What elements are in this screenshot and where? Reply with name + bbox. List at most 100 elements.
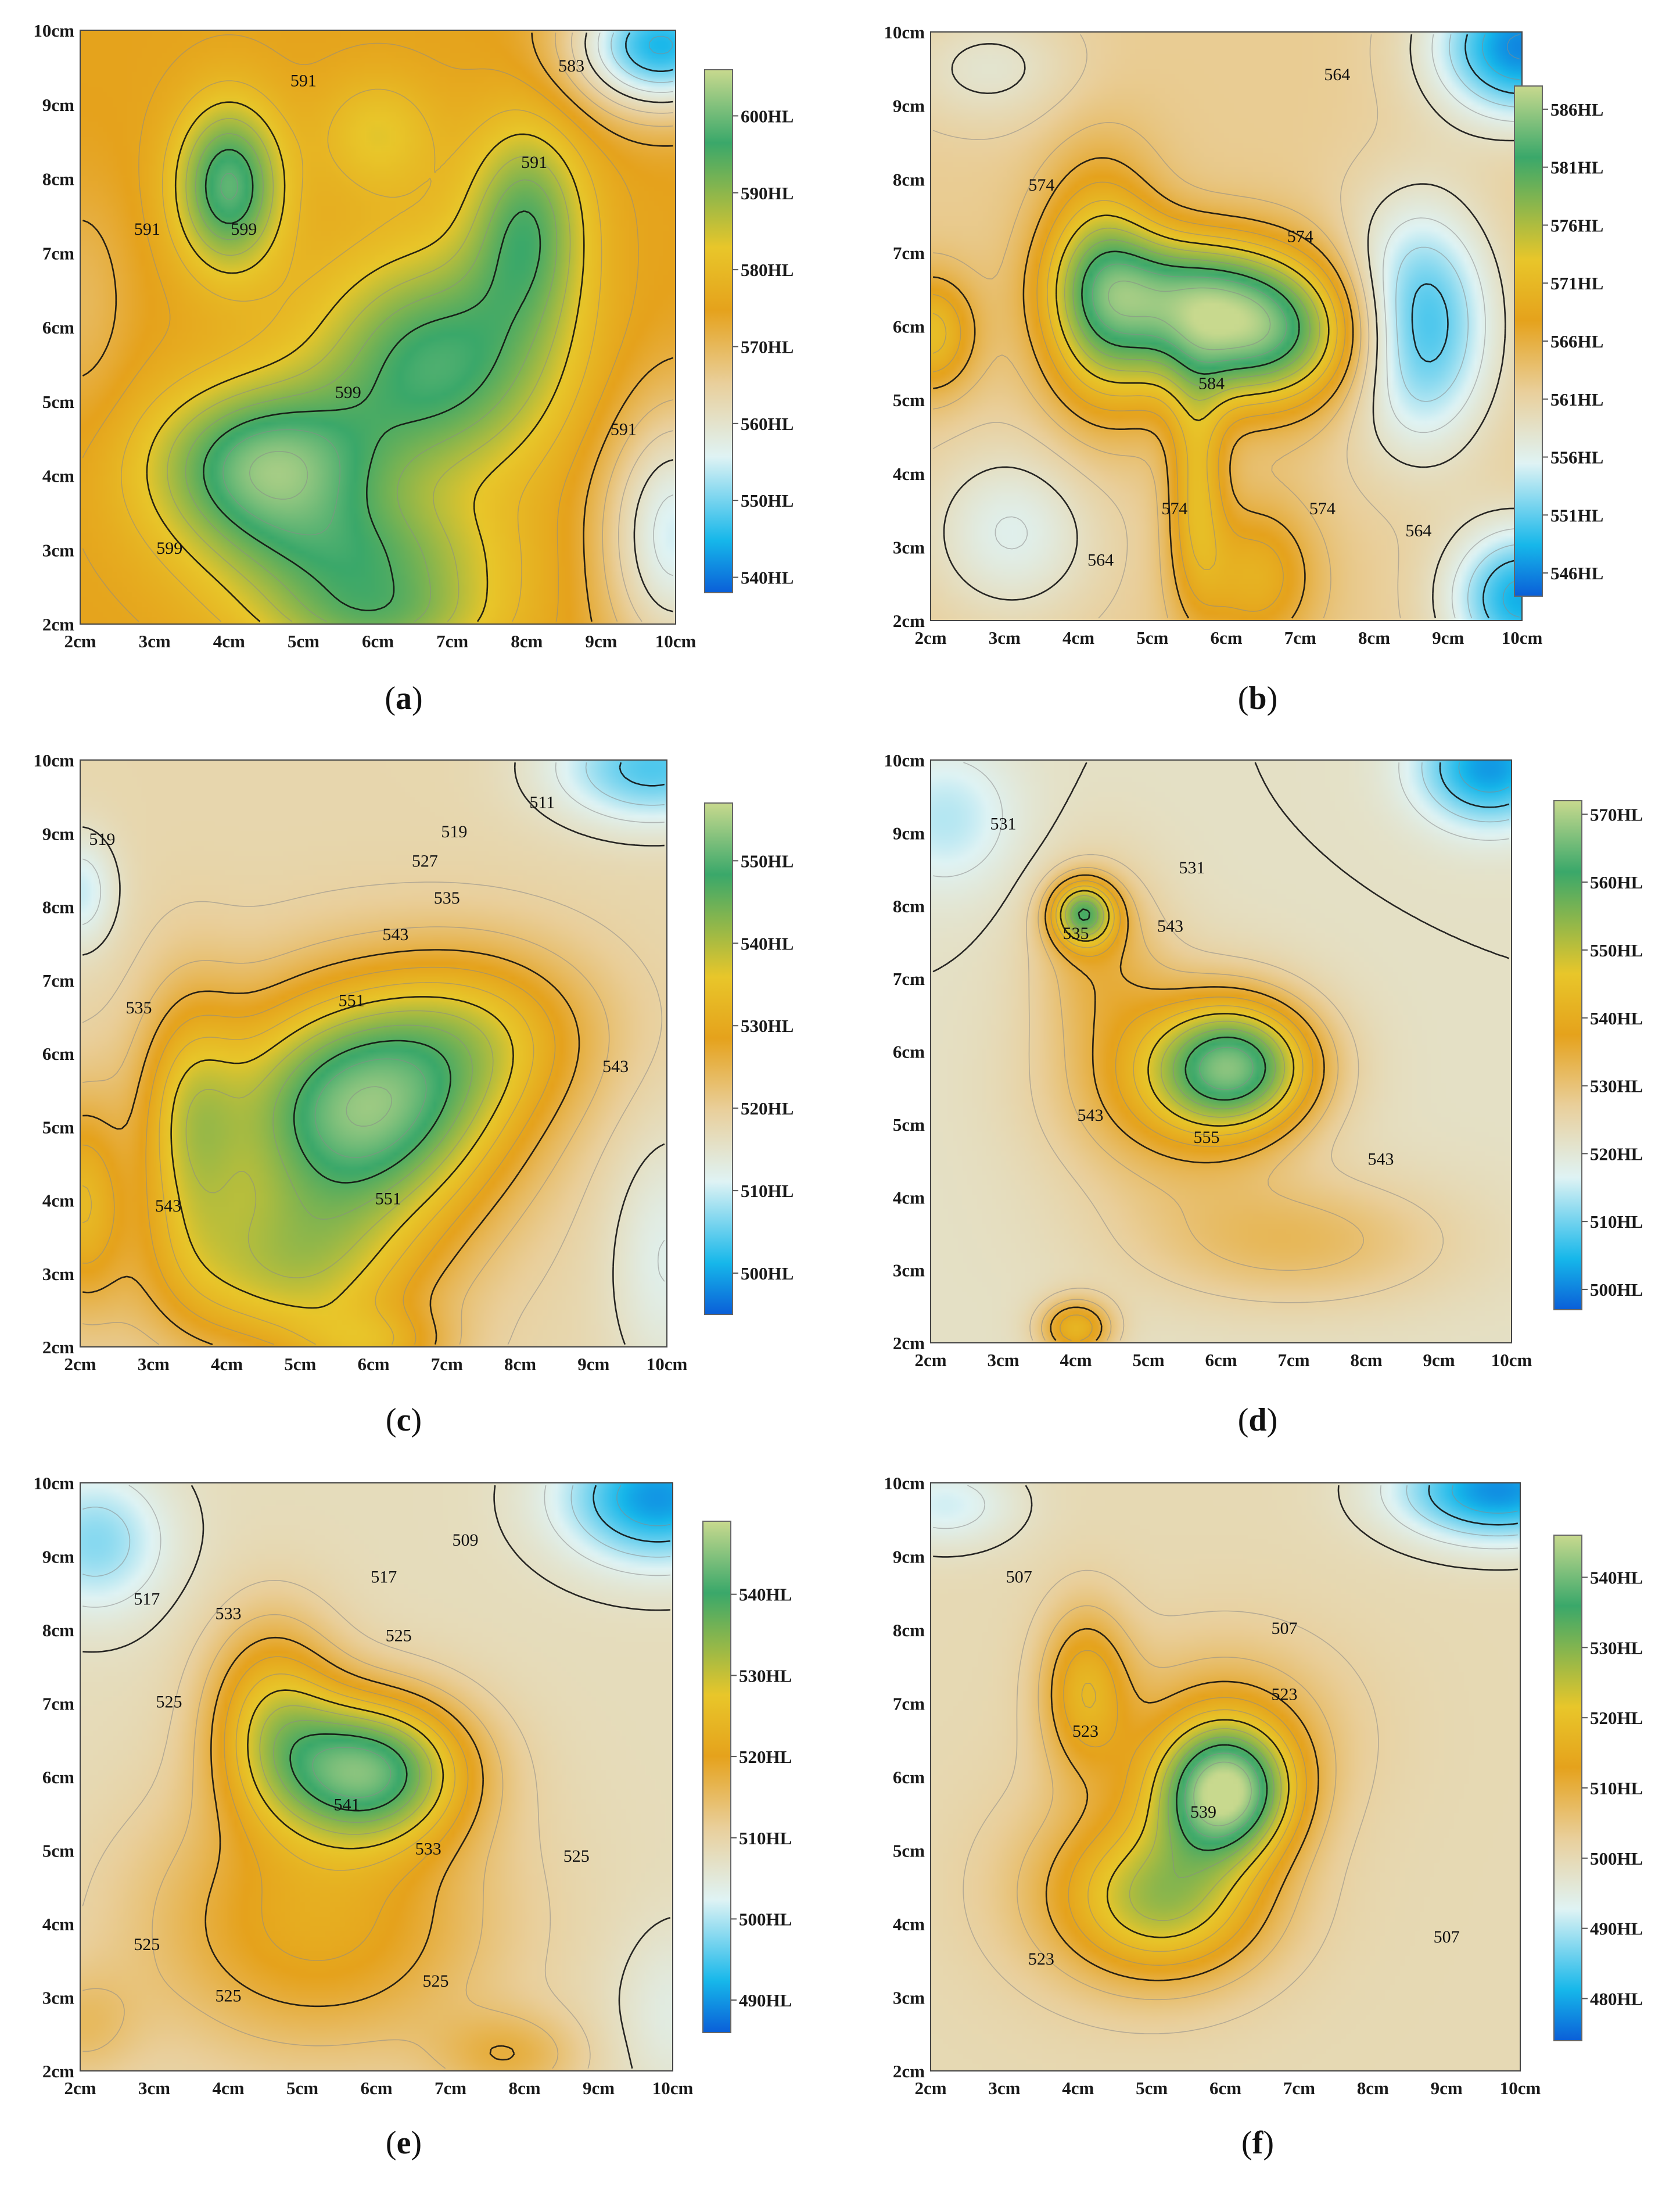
colorbar-tick-label: 500HL: [741, 1263, 794, 1284]
x-tick-label: 5cm: [1136, 2078, 1168, 2098]
x-tick-label: 10cm: [1491, 1350, 1532, 1370]
contour-label: 599: [156, 539, 182, 558]
y-tick-label: 6cm: [893, 1042, 925, 1062]
contour-label: 555: [1194, 1128, 1220, 1147]
panel-b: 564 574 574 584 574 564 574 564 2cm 3cm 4cm 5cm 6cm 7…: [884, 22, 1603, 716]
contour-label: 517: [371, 1567, 397, 1586]
colorbar-tick-label: 520HL: [1590, 1144, 1643, 1164]
y-tick-label: 3cm: [42, 1264, 74, 1284]
y-tick-label: 3cm: [893, 537, 925, 557]
colorbar-tick-label: 510HL: [1590, 1212, 1643, 1232]
colorbar: 546HL 551HL 556HL 561HL 566HL 571HL 576HL 581HL…: [1514, 85, 1603, 597]
x-tick-label: 9cm: [1431, 2078, 1463, 2098]
contour-label: 533: [415, 1839, 441, 1858]
x-tick-label: 4cm: [212, 2078, 244, 2098]
plot-frame: [930, 1482, 1521, 2071]
plot-frame: [80, 30, 676, 625]
x-tick-label: 9cm: [585, 631, 617, 651]
x-tick-label: 3cm: [139, 631, 171, 651]
contour-label: 539: [1190, 1802, 1216, 1822]
x-tick-label: 6cm: [362, 631, 394, 651]
y-tick-label: 10cm: [33, 1473, 74, 1493]
x-tick-label: 2cm: [914, 628, 946, 648]
x-tick-label: 10cm: [1500, 2078, 1541, 2098]
x-tick-label: 8cm: [508, 2078, 540, 2098]
x-tick-label: 9cm: [1432, 628, 1464, 648]
x-tick-label: 5cm: [1136, 628, 1168, 648]
x-tick-label: 2cm: [64, 631, 96, 651]
heatmap-surface: [80, 1483, 673, 2071]
contour-label: 543: [602, 1057, 629, 1076]
colorbar-tick-label: 560HL: [1590, 872, 1643, 893]
x-tick-label: 7cm: [435, 2078, 466, 2098]
y-tick-label: 8cm: [893, 896, 925, 916]
y-tick-label: 10cm: [884, 750, 925, 770]
contour-label: 551: [375, 1189, 401, 1208]
contour-label: 551: [339, 991, 365, 1010]
y-tick-label: 4cm: [893, 1187, 925, 1207]
contour-label: 591: [290, 71, 317, 90]
y-tick-label: 4cm: [42, 466, 74, 486]
colorbar-tick-label: 581HL: [1550, 157, 1603, 178]
y-tick-label: 9cm: [893, 823, 925, 843]
y-tick-label: 7cm: [42, 1694, 74, 1714]
colorbar-tick-label: 510HL: [739, 1828, 792, 1848]
colorbar: 500HL 510HL 520HL 530HL 540HL 550HL: [704, 802, 794, 1315]
colorbar-tick-label: 550HL: [1590, 940, 1643, 960]
y-tick-label: 9cm: [42, 1547, 74, 1567]
colorbar-tick-label: 540HL: [1590, 1568, 1643, 1588]
contour-label: 543: [155, 1196, 181, 1216]
y-tick-label: 10cm: [33, 20, 74, 41]
x-tick-label: 5cm: [284, 1354, 316, 1374]
x-tick-label: 3cm: [138, 1354, 170, 1374]
y-tick-label: 2cm: [42, 1337, 74, 1357]
y-tick-label: 7cm: [893, 1694, 925, 1714]
contour-label: 543: [1078, 1106, 1104, 1125]
y-tick-label: 4cm: [42, 1191, 74, 1211]
y-tick-label: 10cm: [884, 22, 925, 42]
y-tick-label: 10cm: [33, 750, 74, 770]
colorbar-tick-label: 510HL: [741, 1181, 794, 1201]
contour-label: 591: [134, 220, 160, 239]
panel-f: 507 507 523 523 539 523 507 2cm 3cm 4cm 5cm 6cm 7cm 8…: [884, 1473, 1643, 2161]
panel-caption: (b): [1238, 680, 1277, 716]
x-tick-label: 7cm: [1277, 1350, 1309, 1370]
colorbar-tick-label: 480HL: [1590, 1989, 1643, 2009]
x-tick-label: 3cm: [138, 2078, 170, 2098]
contour-label: 599: [231, 220, 257, 239]
y-tick-label: 6cm: [42, 317, 74, 338]
contour-lines: [82, 1485, 671, 2069]
contour-lines: [932, 762, 1510, 1341]
x-tick-label: 10cm: [647, 1354, 688, 1374]
colorbar-tick-label: 490HL: [739, 1990, 792, 2010]
colorbar-tick-label: 550HL: [741, 851, 794, 871]
contour-label: 531: [1179, 858, 1205, 877]
x-tick-label: 8cm: [504, 1354, 536, 1374]
x-tick-label: 10cm: [655, 631, 697, 651]
x-tick-label: 2cm: [914, 2078, 946, 2098]
colorbar-tick-label: 540HL: [739, 1585, 792, 1605]
colorbar-tick-label: 576HL: [1550, 215, 1603, 235]
heatmap-surface: [931, 32, 1522, 621]
y-tick-label: 7cm: [42, 243, 74, 263]
y-tick-label: 5cm: [893, 390, 925, 410]
x-tick-label: 5cm: [288, 631, 320, 651]
colorbar-tick-label: 500HL: [1590, 1848, 1643, 1869]
colorbar-tick-label: 520HL: [741, 1098, 794, 1119]
y-tick-label: 7cm: [893, 969, 925, 989]
x-tick-label: 10cm: [1502, 628, 1543, 648]
y-tick-label: 4cm: [893, 1914, 925, 1934]
y-tick-label: 3cm: [42, 540, 74, 560]
contour-label: 523: [1028, 1949, 1054, 1969]
contour-label: 541: [334, 1795, 360, 1814]
panel-caption: (a): [385, 680, 422, 716]
x-tick-label: 4cm: [211, 1354, 243, 1374]
contour-label: 509: [453, 1531, 479, 1550]
y-tick-label: 9cm: [42, 823, 74, 844]
x-tick-label: 7cm: [1283, 2078, 1315, 2098]
y-tick-label: 9cm: [893, 1547, 925, 1567]
contour-label: 507: [1272, 1619, 1298, 1638]
contour-label: 507: [1434, 1927, 1460, 1947]
colorbar-tick-label: 530HL: [1590, 1076, 1643, 1096]
